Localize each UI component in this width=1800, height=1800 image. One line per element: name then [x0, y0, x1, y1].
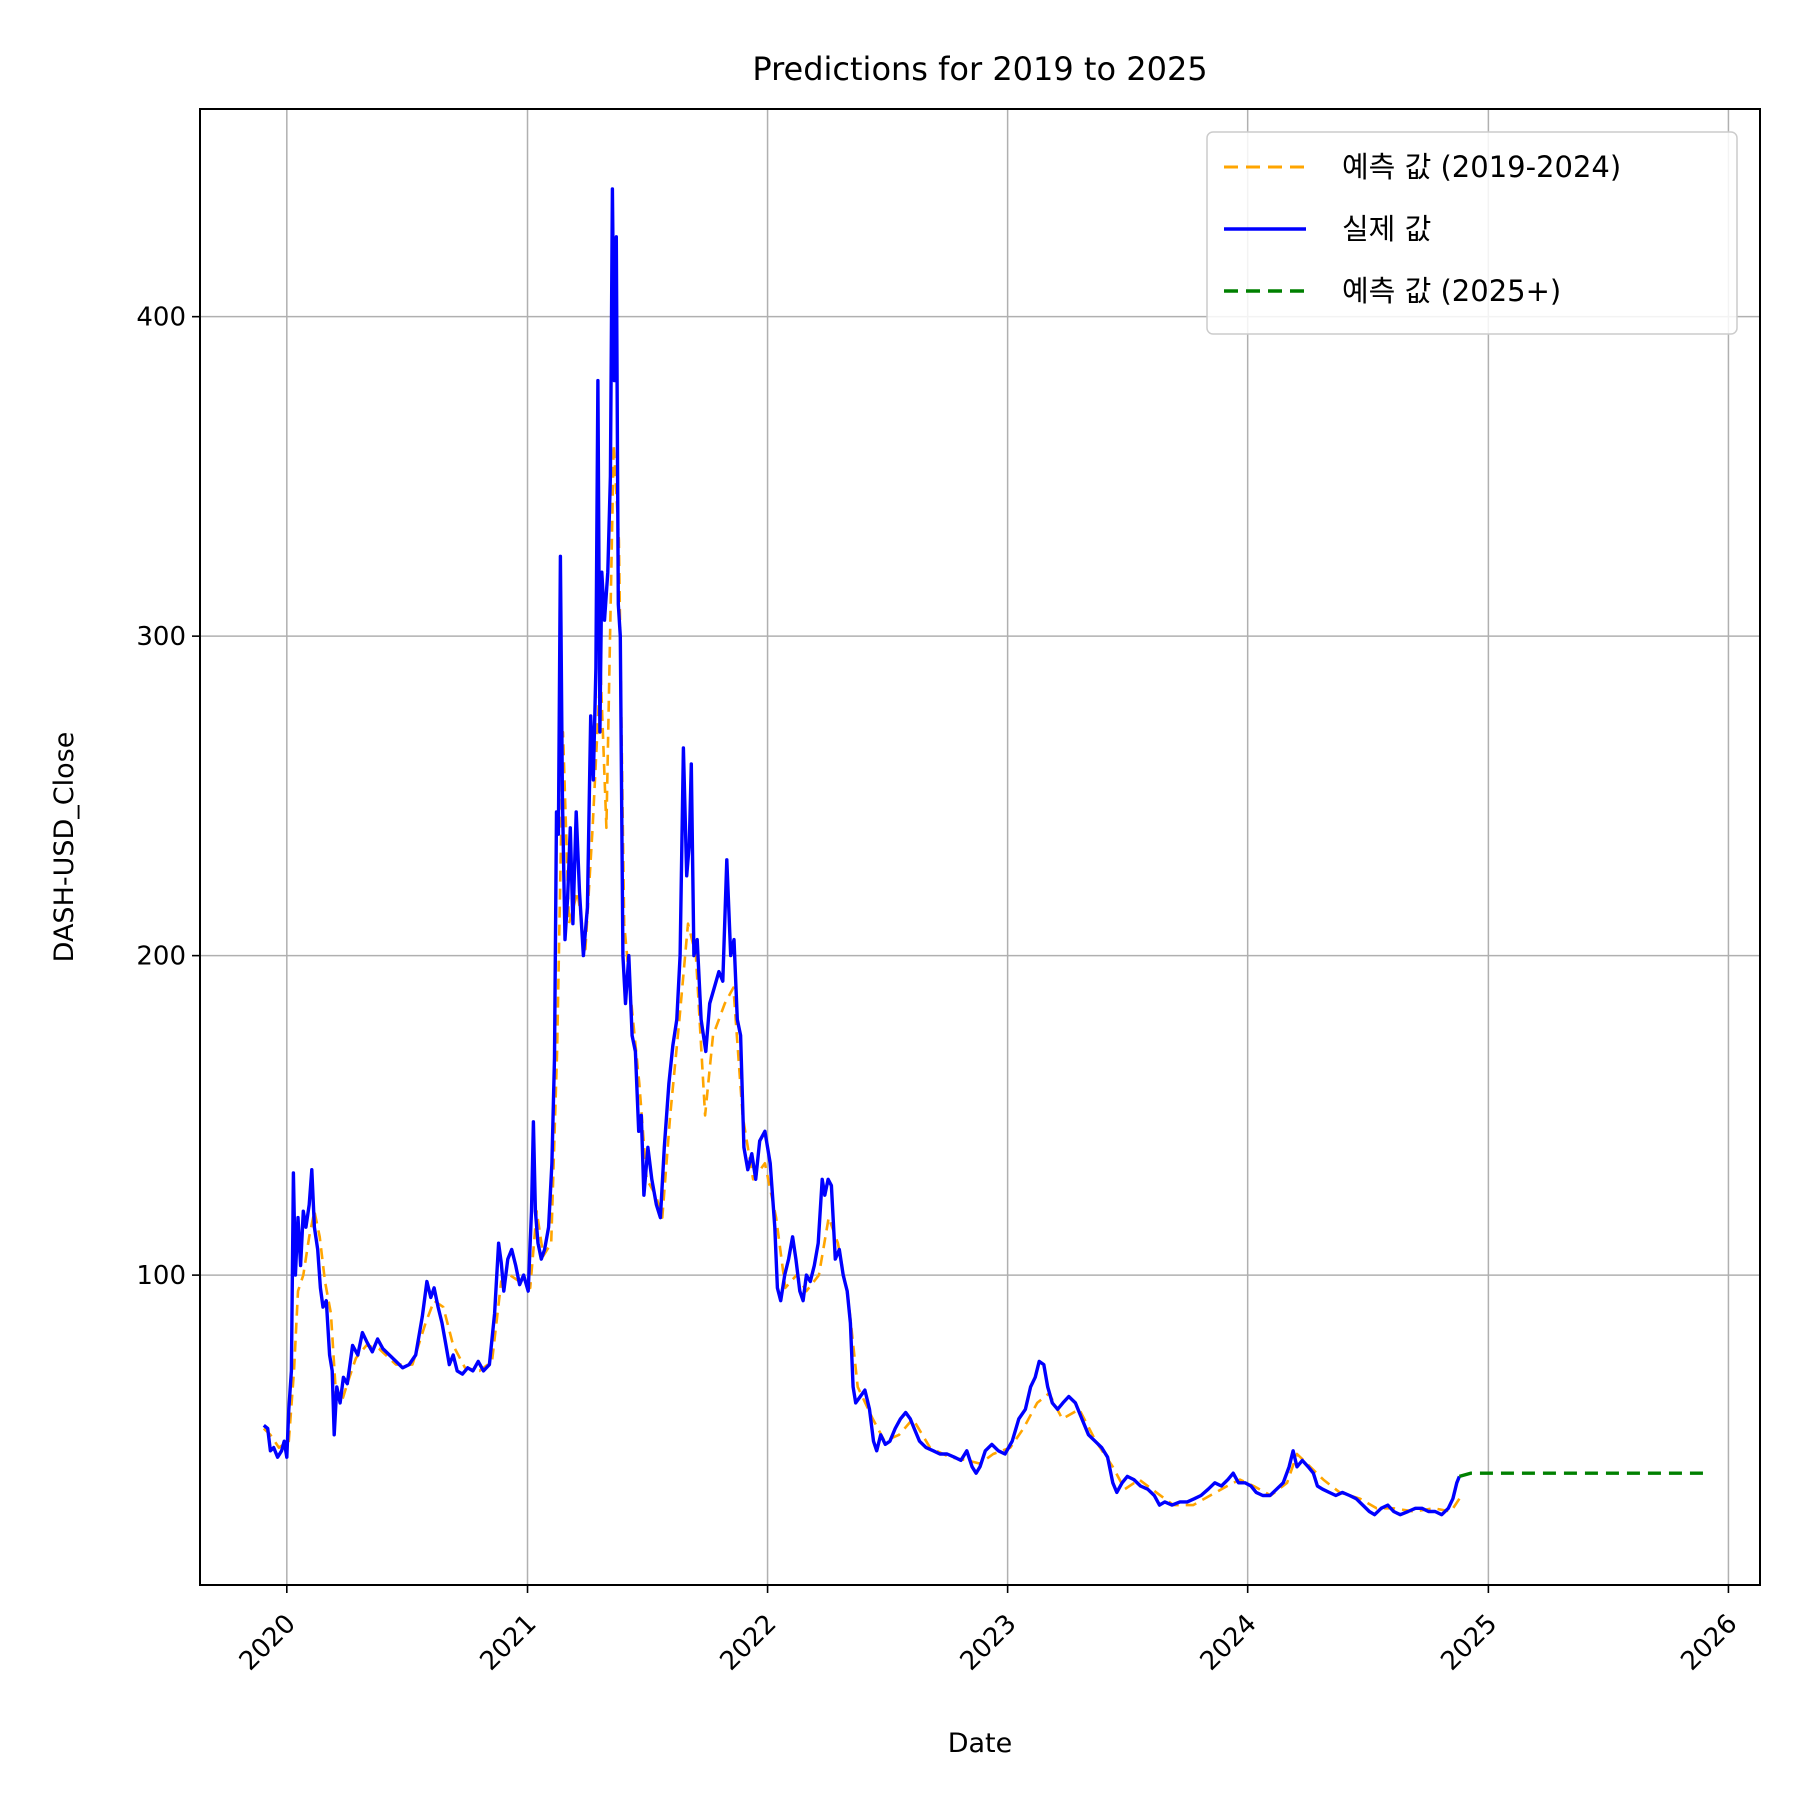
x-tick-label-2024: 2024 [1195, 1609, 1263, 1677]
legend-label-predicted_future: 예측 값 (2025+) [1342, 274, 1561, 308]
plot-series [262, 187, 1708, 1517]
plot-frame [199, 108, 1761, 1586]
y-axis: 100 200 300 400 [136, 303, 200, 1291]
y-tick-label-100: 100 [136, 1261, 186, 1291]
grid [200, 109, 1760, 1585]
y-tick-label-400: 400 [136, 303, 186, 333]
legend-label-actual: 실제 값 [1342, 212, 1431, 246]
y-tick-label-200: 200 [136, 942, 186, 972]
y-axis-label: DASH-USD_Close [49, 732, 80, 963]
legend-box [1206, 131, 1738, 335]
x-tick-label-2020: 2020 [234, 1609, 302, 1677]
series-line-predicted_future [1458, 1471, 1708, 1479]
x-tick-label-2026: 2026 [1675, 1609, 1743, 1677]
series-line-predicted_past [262, 443, 1461, 1513]
x-axis-label: Date [948, 1728, 1013, 1759]
legend: 예측 값 (2019-2024) 실제 값예측 값 (2025+) [1206, 131, 1738, 335]
x-tick-label-2023: 2023 [955, 1609, 1023, 1677]
legend-label-predicted_past: 예측 값 (2019-2024) [1342, 150, 1621, 184]
chart-title: Predictions for 2019 to 2025 [752, 50, 1207, 88]
y-tick-label-300: 300 [136, 622, 186, 652]
x-tick-label-2022: 2022 [715, 1609, 783, 1677]
x-tick-label-2021: 2021 [474, 1609, 542, 1677]
x-axis: 2020 2021 2022 2023 2024 2025 2026 [234, 1585, 1743, 1677]
series-line-actual [262, 187, 1461, 1517]
x-tick-label-2025: 2025 [1435, 1609, 1503, 1677]
